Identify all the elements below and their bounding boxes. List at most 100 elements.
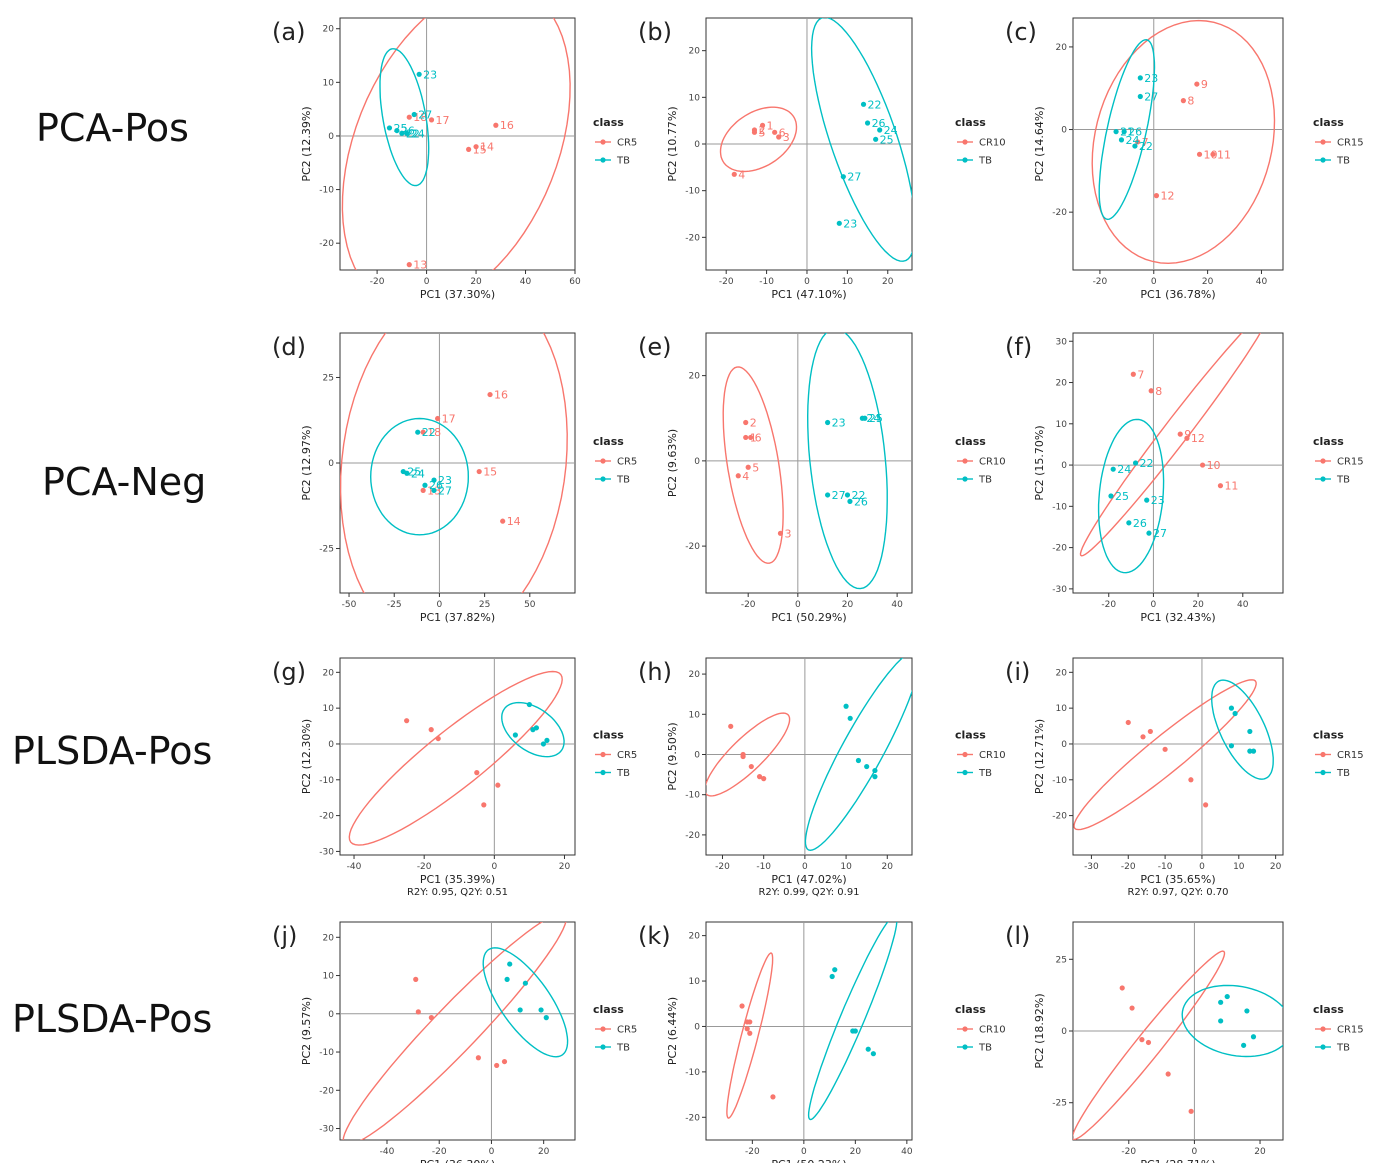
legend-key-point bbox=[962, 769, 968, 776]
data-point-cr15 bbox=[1180, 98, 1186, 104]
x-tick-label: -20 bbox=[719, 277, 734, 287]
data-point-tb bbox=[872, 767, 878, 774]
data-point-tb bbox=[504, 976, 510, 982]
data-point-tb bbox=[825, 419, 831, 426]
plot-frame bbox=[705, 657, 913, 856]
point-label: 27 bbox=[438, 484, 452, 497]
data-point-cr15 bbox=[1217, 483, 1224, 489]
point-label: 4 bbox=[742, 470, 749, 483]
confidence-ellipse-tb bbox=[379, 48, 430, 187]
x-axis-label: PC1 (50.29%) bbox=[771, 611, 846, 624]
data-point-cr5 bbox=[476, 468, 482, 475]
data-point-cr5 bbox=[420, 429, 426, 435]
x-tick-label: 20 bbox=[842, 600, 854, 610]
data-point-tb bbox=[843, 703, 849, 709]
confidence-ellipse-tb bbox=[501, 701, 565, 758]
data-point-tb bbox=[877, 127, 883, 133]
y-tick-label: -10 bbox=[1052, 776, 1067, 786]
data-point-cr15 bbox=[1135, 139, 1141, 145]
data-point-tb bbox=[394, 127, 400, 134]
point-label: 27 bbox=[1153, 527, 1167, 540]
data-point-cr15 bbox=[1194, 81, 1200, 87]
x-tick-label: -20 bbox=[370, 277, 385, 287]
data-point-tb bbox=[1247, 748, 1253, 754]
point-label: 23 bbox=[1144, 72, 1158, 85]
data-point-cr10 bbox=[735, 473, 741, 479]
legend-key-point bbox=[962, 139, 968, 145]
row-label-plsda-pos-1: PLSDA-Pos bbox=[12, 729, 213, 773]
x-tick-label: 10 bbox=[1233, 862, 1245, 872]
y-tick-label: 20 bbox=[323, 668, 335, 678]
plot-area bbox=[348, 670, 565, 846]
legend-entry: TB bbox=[978, 156, 992, 167]
legend-key-point bbox=[962, 751, 968, 758]
y-tick-label: -10 bbox=[1052, 502, 1067, 512]
legend-title: class bbox=[1313, 1003, 1344, 1016]
data-point-tb bbox=[844, 492, 851, 498]
point-label: 24 bbox=[866, 412, 880, 425]
x-tick-label: 40 bbox=[1237, 600, 1249, 610]
data-point-tb bbox=[399, 130, 405, 136]
y-tick-label: 0 bbox=[1061, 1027, 1067, 1037]
data-point-tb bbox=[415, 429, 421, 435]
y-tick-label: -30 bbox=[1052, 585, 1067, 595]
point-label: 24 bbox=[884, 124, 898, 137]
x-tick-label: 60 bbox=[569, 277, 581, 287]
data-point-tb bbox=[865, 1046, 871, 1052]
data-point-tb bbox=[512, 732, 518, 738]
y-axis-label: PC2 (12.39%) bbox=[300, 106, 313, 181]
plot-frame bbox=[1072, 657, 1284, 856]
y-tick-label: -10 bbox=[685, 1068, 700, 1078]
data-point-tb bbox=[526, 701, 533, 708]
point-label: 23 bbox=[832, 417, 846, 430]
confidence-ellipse-tb bbox=[807, 922, 898, 1121]
y-tick-label: 0 bbox=[328, 1010, 334, 1020]
row-label-pca-pos: PCA-Pos bbox=[36, 106, 189, 150]
panel-b: -20 -10 0 10 20 -20 -10 0 10 20 PC1 (47.10%) PC2 (1… bbox=[638, 17, 1006, 301]
y-tick-label: 0 bbox=[1061, 461, 1067, 471]
legend-key-point bbox=[962, 458, 968, 464]
x-tick-label: 0 bbox=[1199, 862, 1205, 872]
legend-key-point bbox=[600, 458, 606, 464]
data-point-cr5 bbox=[487, 391, 493, 398]
y-axis-label: PC2 (15.70%) bbox=[1033, 425, 1046, 500]
x-tick-label: 40 bbox=[901, 1147, 913, 1157]
y-tick-label: 20 bbox=[689, 670, 701, 680]
legend-entry: TB bbox=[616, 156, 630, 167]
data-point-tb bbox=[540, 741, 547, 747]
y-tick-label: -10 bbox=[319, 1048, 334, 1058]
x-tick-label: 0 bbox=[424, 277, 430, 287]
x-axis-label: PC1 (47.02%) bbox=[771, 873, 846, 886]
legend-key-point bbox=[1320, 1026, 1326, 1032]
data-point-cr5 bbox=[404, 718, 410, 724]
confidence-ellipse-cr5 bbox=[342, 922, 567, 1140]
data-point-tb bbox=[864, 763, 870, 770]
y-tick-label: 20 bbox=[689, 47, 701, 57]
y-tick-label: 25 bbox=[1056, 955, 1067, 965]
model-fit-stats: R2Y: 0.95, Q2Y: 0.51 bbox=[407, 887, 508, 898]
y-tick-label: -30 bbox=[319, 1125, 334, 1135]
data-point-tb bbox=[507, 961, 513, 967]
point-label: 15 bbox=[483, 466, 497, 479]
point-label: 3 bbox=[783, 131, 790, 144]
data-point-tb bbox=[855, 757, 862, 764]
legend-key-point bbox=[962, 1026, 968, 1032]
point-label: 9 bbox=[1201, 78, 1208, 91]
y-tick-label: 10 bbox=[323, 78, 335, 88]
plot-frame bbox=[339, 17, 576, 271]
data-point-cr10 bbox=[743, 434, 749, 441]
x-tick-label: 0 bbox=[804, 277, 810, 287]
data-point-cr10 bbox=[740, 753, 746, 760]
data-point-cr15 bbox=[1196, 151, 1203, 157]
data-point-tb bbox=[522, 980, 528, 986]
x-axis-label: PC1 (28.71%) bbox=[1140, 1158, 1215, 1163]
data-point-tb bbox=[431, 487, 437, 493]
x-axis-label: PC1 (47.10%) bbox=[771, 288, 846, 301]
data-point-tb bbox=[1228, 705, 1235, 711]
x-tick-label: 0 bbox=[1192, 1147, 1198, 1157]
point-label: 22 bbox=[406, 127, 420, 140]
x-tick-label: 20 bbox=[559, 862, 571, 872]
data-point-cr15 bbox=[1145, 1039, 1152, 1046]
